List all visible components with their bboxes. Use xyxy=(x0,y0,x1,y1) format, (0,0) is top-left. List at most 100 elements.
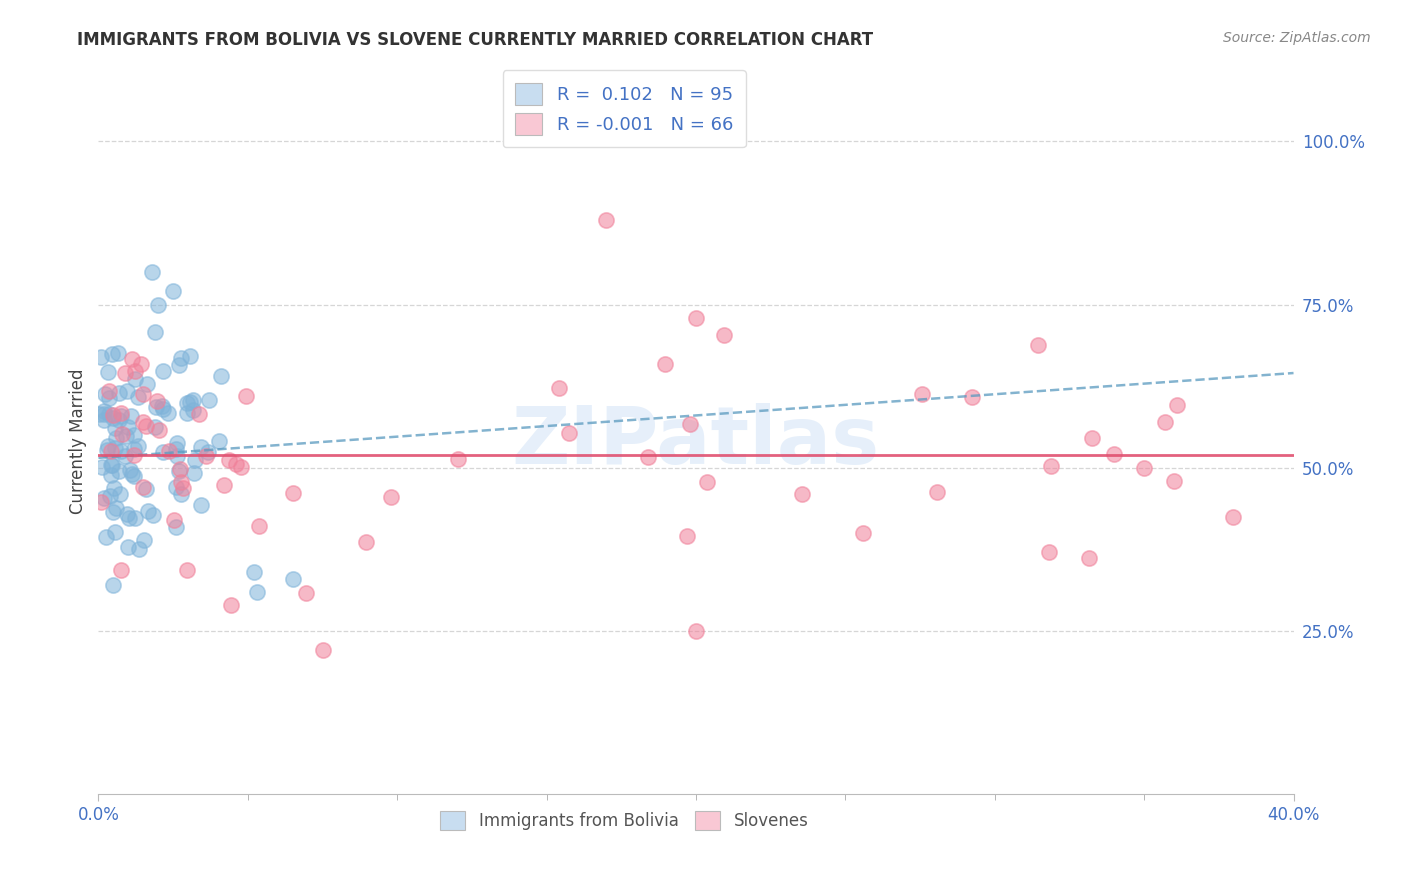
Point xyxy=(190,498,212,512)
Text: Source: ZipAtlas.com: Source: ZipAtlas.com xyxy=(1223,31,1371,45)
Point xyxy=(558,426,581,441)
Point xyxy=(713,327,735,342)
Point xyxy=(181,392,204,407)
Point xyxy=(121,352,143,367)
Point xyxy=(212,478,235,492)
Point xyxy=(117,420,139,434)
Point xyxy=(98,384,121,398)
Point xyxy=(131,415,153,429)
Point xyxy=(100,443,122,458)
Point xyxy=(115,507,138,521)
Point xyxy=(249,519,271,533)
Point xyxy=(108,487,131,501)
Point xyxy=(127,439,149,453)
Point xyxy=(169,462,191,476)
Point xyxy=(120,463,142,477)
Point xyxy=(595,212,617,227)
Point xyxy=(165,520,187,534)
Point xyxy=(129,357,152,371)
Point xyxy=(852,525,875,540)
Point xyxy=(93,413,115,427)
Point xyxy=(143,420,166,434)
Point xyxy=(114,367,136,381)
Point xyxy=(152,364,174,378)
Point xyxy=(128,541,150,556)
Point xyxy=(103,578,125,592)
Point xyxy=(1026,338,1049,352)
Point xyxy=(97,439,120,453)
Legend: Immigrants from Bolivia, Slovenes: Immigrants from Bolivia, Slovenes xyxy=(432,803,817,838)
Point xyxy=(124,428,146,442)
Point xyxy=(120,409,142,424)
Point xyxy=(141,265,163,279)
Point xyxy=(211,368,233,383)
Point xyxy=(184,453,207,467)
Point xyxy=(101,505,124,519)
Point xyxy=(295,586,318,600)
Point xyxy=(167,358,190,372)
Point xyxy=(132,533,155,548)
Point xyxy=(93,491,115,506)
Point xyxy=(380,490,402,504)
Text: IMMIGRANTS FROM BOLIVIA VS SLOVENE CURRENTLY MARRIED CORRELATION CHART: IMMIGRANTS FROM BOLIVIA VS SLOVENE CURRE… xyxy=(77,31,873,49)
Point xyxy=(117,540,139,554)
Point xyxy=(198,392,221,407)
Point xyxy=(1081,431,1104,445)
Point xyxy=(152,445,174,459)
Point xyxy=(1038,545,1060,559)
Point xyxy=(354,535,377,549)
Point xyxy=(152,402,174,417)
Point xyxy=(281,572,304,586)
Point xyxy=(118,511,141,525)
Point xyxy=(790,487,813,501)
Point xyxy=(90,495,112,509)
Point xyxy=(219,598,242,612)
Point xyxy=(1102,447,1125,461)
Point xyxy=(122,449,145,463)
Point xyxy=(124,364,146,378)
Point xyxy=(131,386,153,401)
Point xyxy=(208,434,231,449)
Point xyxy=(90,350,112,364)
Point xyxy=(283,486,305,500)
Point xyxy=(148,423,170,437)
Point xyxy=(235,389,257,403)
Point xyxy=(114,429,136,443)
Point xyxy=(447,452,470,467)
Point xyxy=(103,524,125,539)
Point xyxy=(1163,474,1185,488)
Point xyxy=(170,351,193,365)
Point xyxy=(910,386,932,401)
Point xyxy=(94,530,117,544)
Point xyxy=(1039,458,1062,473)
Point xyxy=(960,390,983,404)
Y-axis label: Currently Married: Currently Married xyxy=(69,368,87,515)
Point xyxy=(179,394,201,409)
Point xyxy=(135,419,157,434)
Point xyxy=(94,386,117,401)
Point xyxy=(87,407,110,421)
Point xyxy=(637,450,659,464)
Point xyxy=(127,390,149,404)
Point xyxy=(157,406,180,420)
Point xyxy=(136,503,159,517)
Point xyxy=(108,413,131,427)
Point xyxy=(169,487,191,501)
Point xyxy=(91,460,114,475)
Point xyxy=(143,325,166,339)
Point xyxy=(195,449,218,463)
Point xyxy=(675,529,697,543)
Point xyxy=(103,481,125,495)
Point xyxy=(176,406,198,420)
Point xyxy=(97,365,120,379)
Text: ZIPatlas: ZIPatlas xyxy=(512,402,880,481)
Point xyxy=(135,483,157,497)
Point xyxy=(243,565,266,579)
Point xyxy=(231,459,253,474)
Point xyxy=(110,406,132,420)
Point xyxy=(101,408,124,422)
Point xyxy=(97,407,120,421)
Point xyxy=(124,372,146,386)
Point xyxy=(101,458,124,473)
Point xyxy=(157,443,180,458)
